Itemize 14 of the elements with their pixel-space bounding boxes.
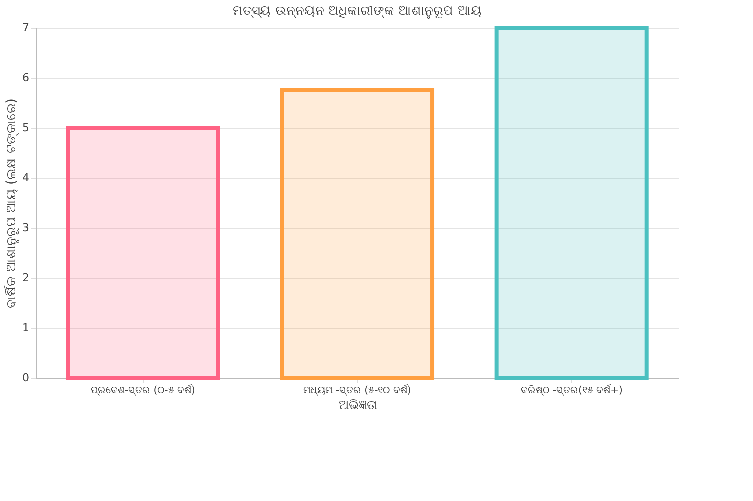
y-tick-label: 3 xyxy=(22,222,30,234)
x-tick-label: ମଧ୍ୟମ -ସ୍ତର (୫-୧୦ ବର୍ଷ) xyxy=(304,384,412,396)
y-tick-label: 4 xyxy=(22,172,30,184)
chart-title: ମତ୍ସ୍ୟ ଉନ୍ନୟନ ଅଧିକାରୀଙ୍କ ଆଶାନୁରୂପ ଆୟ xyxy=(233,4,482,20)
x-tick-label: ବରିଷ୍ଠ -ସ୍ତର(୧୫ ବର୍ଷ+) xyxy=(520,384,623,396)
x-tick-label: ପ୍ରବେଶ-ସ୍ତର (୦-୫ ବର୍ଷ) xyxy=(90,384,196,396)
y-tick-label: 5 xyxy=(22,122,30,134)
y-tick-label: 6 xyxy=(22,72,30,84)
x-axis-title: ଅଭିଜ୍ଞତା xyxy=(339,398,377,414)
y-tick-label: 1 xyxy=(22,322,30,334)
y-tick-label: 0 xyxy=(22,372,30,384)
y-axis-title: ବାର୍ଷିକ ଆଶାନୁରୂପ ଆୟ (ଲକ୍ଷ ଟଙ୍କାରେ) xyxy=(4,98,20,308)
y-tick-label: 2 xyxy=(22,272,30,284)
y-tick-label: 7 xyxy=(22,22,30,34)
